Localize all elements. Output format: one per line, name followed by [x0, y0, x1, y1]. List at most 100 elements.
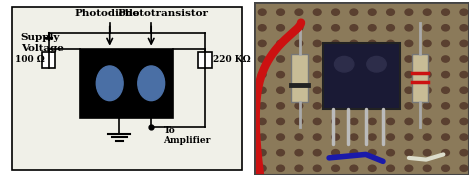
Circle shape: [295, 134, 303, 140]
Circle shape: [313, 72, 321, 78]
Circle shape: [405, 40, 413, 47]
Circle shape: [258, 87, 266, 93]
Circle shape: [367, 56, 386, 72]
Circle shape: [277, 165, 284, 171]
Circle shape: [368, 118, 376, 125]
Circle shape: [258, 103, 266, 109]
Circle shape: [332, 25, 339, 31]
Circle shape: [460, 87, 468, 93]
Circle shape: [350, 56, 358, 62]
Circle shape: [258, 134, 266, 140]
Bar: [323, 43, 400, 109]
Bar: [81, 49, 173, 118]
Circle shape: [258, 56, 266, 62]
Circle shape: [405, 118, 413, 125]
Circle shape: [368, 103, 376, 109]
Circle shape: [350, 87, 358, 93]
Circle shape: [442, 87, 449, 93]
Circle shape: [350, 40, 358, 47]
Circle shape: [460, 165, 468, 171]
Circle shape: [423, 72, 431, 78]
Circle shape: [277, 118, 284, 125]
Circle shape: [460, 103, 468, 109]
Circle shape: [295, 25, 303, 31]
Circle shape: [423, 87, 431, 93]
Circle shape: [442, 56, 449, 62]
Circle shape: [277, 40, 284, 47]
Circle shape: [258, 25, 266, 31]
Circle shape: [460, 134, 468, 140]
Circle shape: [313, 87, 321, 93]
Circle shape: [405, 25, 413, 31]
Circle shape: [295, 9, 303, 15]
Circle shape: [460, 72, 468, 78]
Circle shape: [368, 134, 376, 140]
Circle shape: [442, 103, 449, 109]
Circle shape: [258, 72, 266, 78]
Bar: [198, 52, 211, 68]
Circle shape: [405, 150, 413, 156]
Text: To
Amplifier: To Amplifier: [164, 126, 211, 145]
Circle shape: [277, 134, 284, 140]
Circle shape: [387, 56, 394, 62]
Circle shape: [258, 9, 266, 15]
Circle shape: [423, 56, 431, 62]
Circle shape: [332, 87, 339, 93]
Circle shape: [368, 150, 376, 156]
Circle shape: [277, 87, 284, 93]
Circle shape: [368, 165, 376, 171]
Circle shape: [423, 40, 431, 47]
Circle shape: [460, 9, 468, 15]
Circle shape: [405, 134, 413, 140]
Circle shape: [350, 134, 358, 140]
Circle shape: [332, 9, 339, 15]
Circle shape: [442, 134, 449, 140]
Circle shape: [313, 56, 321, 62]
Circle shape: [277, 9, 284, 15]
Circle shape: [313, 118, 321, 125]
Circle shape: [277, 72, 284, 78]
Circle shape: [295, 165, 303, 171]
Circle shape: [350, 9, 358, 15]
Circle shape: [258, 165, 266, 171]
Circle shape: [442, 40, 449, 47]
Circle shape: [442, 9, 449, 15]
Circle shape: [350, 118, 358, 125]
Circle shape: [350, 165, 358, 171]
Circle shape: [368, 87, 376, 93]
Circle shape: [258, 118, 266, 125]
Circle shape: [423, 25, 431, 31]
Circle shape: [387, 9, 394, 15]
Circle shape: [332, 72, 339, 78]
Circle shape: [368, 25, 376, 31]
Circle shape: [313, 40, 321, 47]
Ellipse shape: [96, 66, 123, 101]
Circle shape: [313, 165, 321, 171]
Circle shape: [368, 56, 376, 62]
Circle shape: [277, 103, 284, 109]
Circle shape: [332, 56, 339, 62]
Circle shape: [387, 118, 394, 125]
Circle shape: [313, 25, 321, 31]
Circle shape: [368, 72, 376, 78]
Circle shape: [295, 72, 303, 78]
Text: Supply
Voltage: Supply Voltage: [20, 33, 64, 53]
Circle shape: [277, 56, 284, 62]
Circle shape: [460, 118, 468, 125]
Text: 100 Ω: 100 Ω: [15, 55, 44, 64]
Circle shape: [423, 103, 431, 109]
Circle shape: [313, 9, 321, 15]
Circle shape: [387, 134, 394, 140]
Circle shape: [387, 25, 394, 31]
Circle shape: [277, 150, 284, 156]
Circle shape: [405, 87, 413, 93]
Circle shape: [423, 9, 431, 15]
Circle shape: [442, 25, 449, 31]
Bar: [42, 52, 55, 68]
Circle shape: [405, 9, 413, 15]
Circle shape: [332, 40, 339, 47]
Circle shape: [295, 87, 303, 93]
Circle shape: [313, 134, 321, 140]
Circle shape: [258, 40, 266, 47]
Circle shape: [332, 103, 339, 109]
